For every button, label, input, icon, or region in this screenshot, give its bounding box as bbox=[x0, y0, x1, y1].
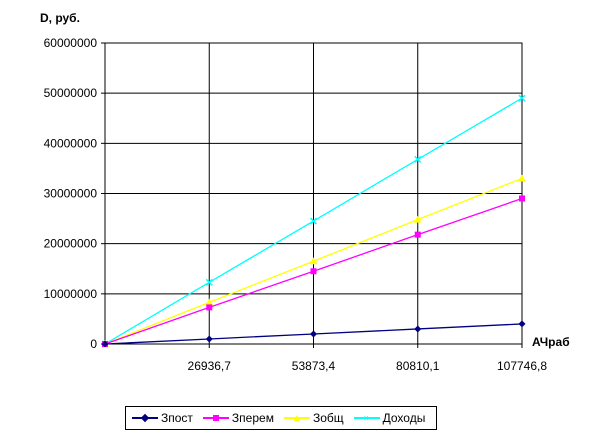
data-point bbox=[519, 195, 525, 202]
data-point bbox=[101, 340, 109, 348]
y-tick-label: 60000000 bbox=[44, 36, 98, 50]
data-point bbox=[205, 335, 213, 343]
data-point bbox=[518, 174, 526, 182]
legend-swatch bbox=[132, 413, 158, 423]
data-point bbox=[310, 268, 317, 275]
data-point bbox=[205, 298, 214, 306]
legend-item: Зпост bbox=[132, 411, 193, 425]
data-point bbox=[413, 215, 422, 223]
legend-item: Зперем bbox=[202, 411, 274, 425]
data-point bbox=[309, 217, 318, 225]
legend-label: Доходы bbox=[382, 411, 426, 425]
legend-label: Зперем bbox=[231, 411, 274, 425]
y-tick-label: 30000000 bbox=[44, 187, 98, 201]
x-tick-label: 53873,4 bbox=[292, 359, 336, 373]
y-tick-label: 0 bbox=[90, 337, 97, 351]
x-axis-title: АЧраб bbox=[532, 335, 570, 349]
y-tick-label: 20000000 bbox=[44, 237, 98, 251]
data-point bbox=[206, 304, 213, 311]
data-point bbox=[414, 325, 422, 333]
y-tick-label: 10000000 bbox=[44, 287, 98, 301]
legend-swatch bbox=[283, 413, 310, 423]
legend-item: × Доходы bbox=[353, 411, 426, 425]
x-tick-label: 80810,1 bbox=[396, 359, 440, 373]
legend-swatch: × bbox=[353, 413, 380, 423]
data-point bbox=[518, 94, 526, 102]
legend-item: Зобщ bbox=[283, 411, 344, 425]
x-tick-label: 26936,7 bbox=[188, 359, 232, 373]
data-point bbox=[414, 231, 421, 238]
data-point bbox=[518, 320, 526, 328]
data-point bbox=[414, 155, 422, 163]
y-tick-label: 50000000 bbox=[44, 86, 98, 100]
y-tick-label: 40000000 bbox=[44, 136, 98, 150]
legend-label: Зпост bbox=[161, 411, 193, 425]
data-point bbox=[205, 278, 213, 286]
data-point bbox=[310, 330, 317, 338]
x-tick-label: 107746,8 bbox=[497, 359, 547, 373]
y-axis-title: D, руб. bbox=[40, 11, 80, 25]
legend-swatch bbox=[202, 413, 229, 423]
legend: Зпост Зперем Зобщ × Доходы bbox=[125, 406, 437, 430]
data-point bbox=[309, 257, 318, 265]
legend-label: Зобщ bbox=[312, 411, 344, 425]
